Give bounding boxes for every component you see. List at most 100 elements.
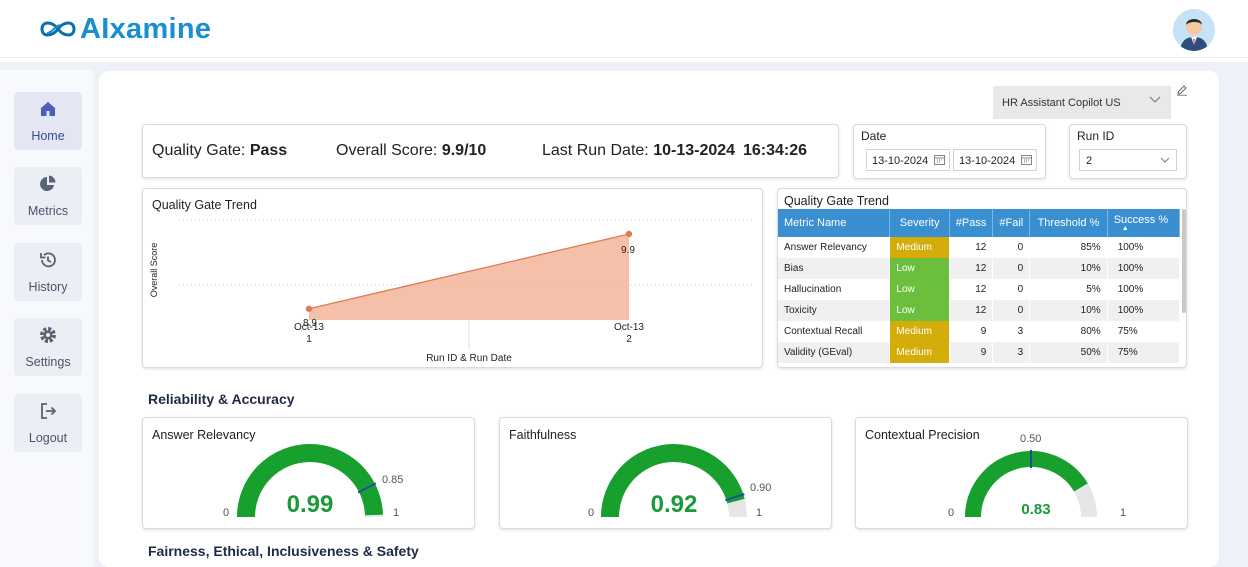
gauge-value: 0.99 xyxy=(286,491,334,518)
section-title-reliability: Reliability & Accuracy xyxy=(148,391,295,407)
overall-score: Overall Score: 9.9/10 xyxy=(336,142,487,159)
sidebar-item-home[interactable]: Home xyxy=(14,92,82,150)
gauge-value: 0.92 xyxy=(650,491,698,518)
gauge-card-answer-relevancy: Answer Relevancy 0 1 0.85 0.99 xyxy=(142,417,475,529)
run-id-select[interactable]: 2 xyxy=(1079,149,1177,171)
gauge-target-label: 0.90 xyxy=(750,482,772,494)
column-header-sorted[interactable]: Success % ▲ xyxy=(1107,209,1181,237)
fail-count-cell: 3 xyxy=(992,321,1031,342)
metric-name-cell: Validity (GEval) xyxy=(778,342,891,363)
quality-gate-summary: Quality Gate: Pass Overall Score: 9.9/10… xyxy=(142,124,839,178)
column-header[interactable]: #Fail xyxy=(992,209,1031,237)
edit-icon[interactable] xyxy=(1176,84,1188,96)
quality-gate-trend-chart: Quality Gate Trend 8.9 9.9 Oct-13 1 Oct-13 2 R… xyxy=(142,188,763,368)
threshold-cell: 10% xyxy=(1029,300,1108,321)
gauge-title: Answer Relevancy xyxy=(152,428,256,442)
y-axis-label: Overall Score xyxy=(149,243,159,298)
sidebar-item-label: Home xyxy=(31,129,65,143)
gauge-card-faithfulness: Faithfulness 0 1 0.90 0.92 xyxy=(499,417,832,529)
quality-gate-status: Pass xyxy=(249,142,288,159)
quality-gate-label: Quality Gate: Pass xyxy=(152,142,288,159)
infinity-logo-icon xyxy=(40,21,76,37)
last-run-date: Last Run Date: 10-13-2024 xyxy=(542,142,736,159)
sidebar-item-label: Metrics xyxy=(27,204,69,218)
calendar-icon[interactable] xyxy=(1021,154,1032,165)
threshold-cell: 80% xyxy=(1029,321,1108,342)
severity-cell: Low xyxy=(889,300,950,321)
column-header[interactable]: #Pass xyxy=(949,209,994,237)
success-cell: 100% xyxy=(1107,300,1181,321)
column-header[interactable]: Severity xyxy=(889,209,950,237)
metric-name-cell: Bias xyxy=(778,258,891,279)
sidebar-item-settings[interactable]: Settings xyxy=(14,318,82,376)
success-cell: 100% xyxy=(1107,279,1181,300)
gauge-fill xyxy=(601,444,745,518)
gauge-svg xyxy=(601,444,747,518)
application-select-value: HR Assistant Copilot US xyxy=(1002,97,1121,109)
top-bar: AIxamine xyxy=(0,0,1248,58)
threshold-cell: 5% xyxy=(1029,279,1108,300)
run-id-value: 2 xyxy=(1086,155,1093,167)
sidebar-item-logout[interactable]: Logout xyxy=(14,394,82,452)
table-scrollbar[interactable] xyxy=(1182,209,1186,313)
gauge-target-marker xyxy=(725,493,745,502)
x-axis-label: Run ID & Run Date xyxy=(426,353,512,364)
date-to-input[interactable]: 13-10-2024 xyxy=(953,149,1037,171)
table-row[interactable]: Hallucination Low 12 0 5% 100% xyxy=(778,279,1181,300)
success-cell: 100% xyxy=(1107,237,1181,258)
gauge-card-contextual-precision: Contextual Precision 0 1 0.50 0.83 xyxy=(855,417,1188,529)
severity-cell: Medium xyxy=(889,321,950,342)
table-row[interactable]: Answer Relevancy Medium 12 0 85% 100% xyxy=(778,237,1181,258)
user-avatar-icon xyxy=(1173,9,1215,51)
sidebar-item-label: History xyxy=(28,280,68,294)
gauge-max-label: 1 xyxy=(756,507,763,519)
data-point xyxy=(305,305,313,312)
date-from-input[interactable]: 13-10-2024 xyxy=(866,149,950,171)
metric-name-cell: Contextual Recall xyxy=(778,321,891,342)
gauge-title: Faithfulness xyxy=(509,428,577,442)
app-logo[interactable]: AIxamine xyxy=(38,14,211,44)
severity-cell: Low xyxy=(889,279,950,300)
table-row[interactable]: Bias Low 12 0 10% 100% xyxy=(778,258,1181,279)
metric-name-cell: Answer Relevancy xyxy=(778,237,891,258)
gauge-target-label: 0.85 xyxy=(382,474,404,486)
chevron-down-icon xyxy=(1160,157,1170,163)
gear-icon xyxy=(40,327,56,343)
column-header-label: Success % xyxy=(1113,214,1169,226)
table-row[interactable]: Contextual Recall Medium 9 3 80% 75% xyxy=(778,321,1181,342)
sidebar-item-label: Logout xyxy=(28,431,68,445)
severity-cell: Low xyxy=(889,258,950,279)
fail-count-cell: 0 xyxy=(992,237,1031,258)
gauge-value: 0.83 xyxy=(1021,501,1051,518)
threshold-cell: 85% xyxy=(1029,237,1108,258)
pass-count-cell: 9 xyxy=(949,342,994,363)
x-tick-label: 1 xyxy=(306,334,312,345)
table-row[interactable]: Toxicity Low 12 0 10% 100% xyxy=(778,300,1181,321)
column-header[interactable]: Metric Name xyxy=(778,209,891,237)
table-row[interactable]: Validity (GEval) Medium 9 3 50% 75% xyxy=(778,342,1181,363)
gauge-svg xyxy=(237,444,383,518)
series-line xyxy=(308,233,630,310)
sidebar-item-history[interactable]: History xyxy=(14,243,82,301)
metric-name-cell: Toxicity xyxy=(778,300,891,321)
calendar-icon[interactable] xyxy=(934,154,945,165)
sidebar: Home Metrics History Settings Logout xyxy=(0,70,93,567)
column-header[interactable]: Threshold % xyxy=(1029,209,1108,237)
user-avatar[interactable] xyxy=(1173,9,1215,51)
date-label: Date xyxy=(861,129,887,143)
x-tick-label: Oct-13 xyxy=(614,322,644,333)
application-select[interactable]: HR Assistant Copilot US xyxy=(993,86,1171,119)
gauge-min-label: 0 xyxy=(223,507,230,519)
run-id-filter: Run ID 2 xyxy=(1069,124,1187,179)
gauge-min-label: 0 xyxy=(588,507,595,519)
overall-score-value: 9.9/10 xyxy=(441,142,487,159)
fail-count-cell: 0 xyxy=(992,279,1031,300)
severity-cell: Medium xyxy=(889,342,950,363)
sidebar-item-metrics[interactable]: Metrics xyxy=(14,167,82,225)
data-point xyxy=(625,230,633,238)
threshold-cell: 50% xyxy=(1029,342,1108,363)
x-tick-label: 2 xyxy=(626,334,632,345)
severity-cell: Medium xyxy=(889,237,950,258)
chevron-down-icon xyxy=(1149,96,1161,103)
history-icon xyxy=(40,252,56,268)
